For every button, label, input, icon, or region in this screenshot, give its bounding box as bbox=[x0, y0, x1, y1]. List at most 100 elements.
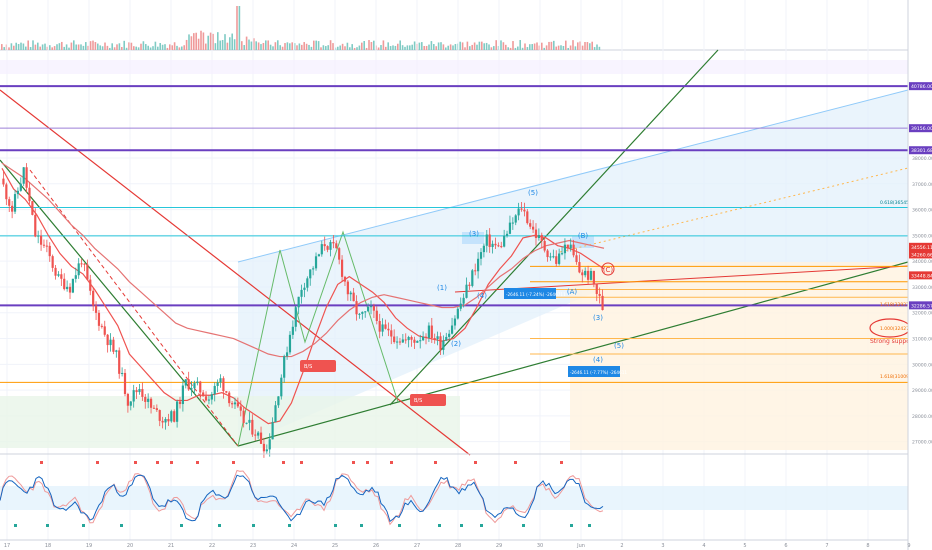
volume-bar bbox=[502, 42, 505, 50]
candle-body bbox=[251, 419, 254, 435]
wave-label: (C) bbox=[603, 266, 614, 274]
candle-body bbox=[254, 434, 257, 436]
time-tick-label: 20 bbox=[127, 543, 133, 549]
volume-bar bbox=[394, 45, 397, 50]
volume-bar bbox=[181, 46, 183, 50]
candle-body bbox=[575, 255, 578, 263]
candle-body bbox=[109, 339, 112, 346]
volume-bar bbox=[118, 43, 121, 50]
trendline-dashed bbox=[29, 169, 239, 447]
volume-bar bbox=[25, 46, 27, 50]
candle-body bbox=[335, 243, 338, 249]
wave-label: (3) bbox=[593, 314, 603, 322]
candle-body bbox=[228, 392, 231, 404]
candle-body bbox=[141, 389, 144, 397]
volume-bar bbox=[212, 33, 214, 50]
volume-bar bbox=[39, 46, 41, 50]
volume-bar bbox=[152, 46, 154, 50]
time-tick-label: 18 bbox=[45, 543, 51, 549]
candle-body bbox=[433, 338, 436, 340]
candle-body bbox=[468, 284, 471, 286]
fib-label: 1.000(32427.00) bbox=[880, 326, 918, 332]
volume-bar bbox=[531, 44, 533, 50]
candle-body bbox=[190, 388, 193, 390]
candle-body bbox=[358, 313, 361, 315]
fib-label: 1.618(32921.03) bbox=[880, 302, 918, 308]
time-tick-label: 3 bbox=[661, 543, 664, 549]
candle-body bbox=[410, 337, 413, 340]
price-tick-label: 30000.00 bbox=[912, 362, 932, 368]
price-label-box bbox=[909, 242, 932, 251]
volume-bar bbox=[190, 36, 193, 50]
candle-body bbox=[222, 378, 225, 392]
osc-signal-dot bbox=[438, 524, 441, 527]
osc-signal-dot bbox=[474, 461, 477, 464]
candle-body bbox=[170, 411, 173, 422]
candle-body bbox=[450, 325, 454, 334]
candle-body bbox=[178, 401, 182, 405]
price-label-box bbox=[909, 146, 932, 155]
volume-bar bbox=[351, 44, 353, 50]
volume-bar bbox=[377, 47, 380, 50]
candle-body bbox=[317, 254, 321, 257]
volume-bar bbox=[430, 41, 433, 50]
candle-body bbox=[39, 235, 43, 245]
volume-bar bbox=[101, 46, 104, 50]
candle-body bbox=[42, 244, 46, 246]
volume-bar bbox=[529, 44, 531, 50]
candle-body bbox=[66, 286, 69, 290]
volume-bar bbox=[469, 46, 471, 50]
candle-body bbox=[445, 336, 448, 341]
volume-bar bbox=[121, 46, 123, 50]
osc-signal-dot bbox=[334, 524, 337, 527]
price-tick-label: 38000.00 bbox=[912, 156, 932, 162]
volume-bar bbox=[89, 41, 92, 50]
candle-body bbox=[83, 263, 86, 265]
osc-signal-dot bbox=[300, 461, 303, 464]
indicator-lines bbox=[1, 162, 605, 425]
time-tick-label: 25 bbox=[332, 543, 338, 549]
volume-bar bbox=[87, 45, 89, 50]
time-tick-label: 30 bbox=[537, 543, 543, 549]
volume-bar bbox=[142, 41, 145, 50]
candle-body bbox=[586, 270, 590, 280]
time-tick-label: Jun bbox=[576, 543, 585, 549]
volume-bar bbox=[97, 43, 99, 50]
candle-body bbox=[219, 378, 222, 383]
price-label-text: 38301.68 bbox=[911, 148, 932, 154]
candle-body bbox=[482, 245, 485, 253]
volume-bar bbox=[368, 40, 370, 50]
volume-bar bbox=[85, 42, 87, 50]
volume-bar bbox=[387, 42, 389, 50]
volume-bar bbox=[315, 40, 317, 50]
candle-body bbox=[560, 253, 564, 255]
candle-body bbox=[563, 244, 567, 254]
candle-body bbox=[126, 393, 129, 406]
candle-body bbox=[595, 283, 598, 294]
volume-bar bbox=[145, 44, 147, 50]
candle-body bbox=[407, 337, 410, 341]
candle-body bbox=[283, 356, 286, 378]
candle-body bbox=[68, 286, 72, 293]
candle-body bbox=[92, 290, 95, 306]
candle-body bbox=[555, 256, 558, 264]
wave-label: (1) bbox=[437, 284, 447, 292]
candle-body bbox=[505, 233, 509, 236]
volume-bar bbox=[185, 39, 188, 50]
volume-bar bbox=[553, 40, 555, 50]
candle-body bbox=[268, 439, 271, 450]
candle-body bbox=[155, 408, 158, 411]
volume-bar bbox=[82, 45, 85, 50]
volume-bar bbox=[380, 45, 382, 50]
candle-body bbox=[259, 432, 263, 444]
volume-bar bbox=[188, 34, 190, 50]
candle-body bbox=[419, 340, 422, 342]
green-zone bbox=[0, 396, 460, 448]
candle-body bbox=[277, 396, 280, 406]
osc-signal-dot bbox=[588, 524, 591, 527]
candle-body bbox=[291, 326, 294, 335]
price-label-text: 39156.00 bbox=[911, 126, 932, 132]
volume-bar bbox=[298, 43, 301, 50]
candle-body bbox=[63, 278, 66, 290]
time-tick-label: 23 bbox=[250, 543, 256, 549]
